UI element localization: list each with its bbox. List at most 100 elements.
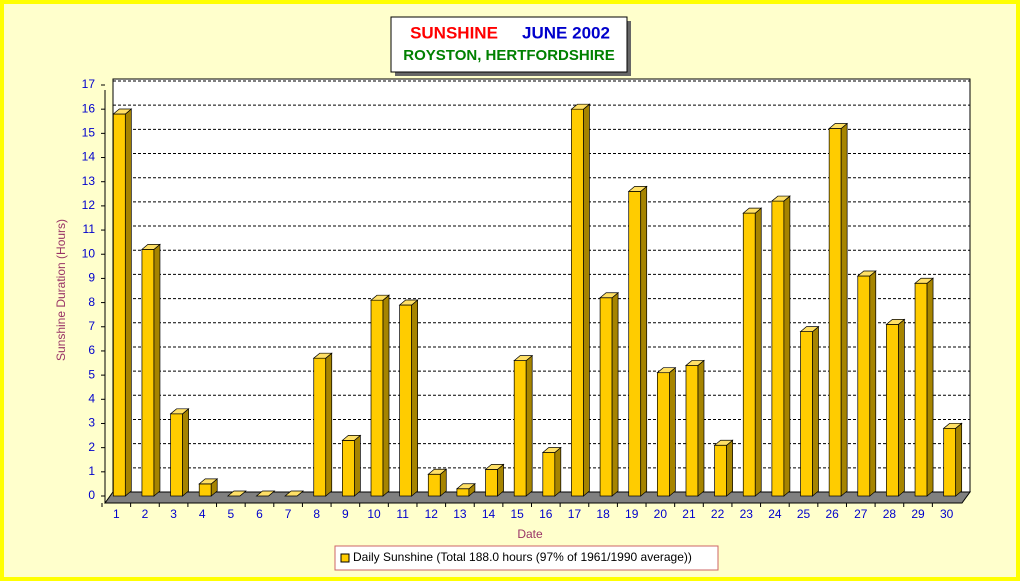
x-tick-label: 20 — [654, 507, 668, 521]
bar-top — [541, 447, 562, 453]
x-tick-label: 1 — [113, 507, 120, 521]
bar — [599, 297, 613, 497]
bar-top — [398, 299, 419, 306]
bar-side — [583, 103, 590, 497]
x-tick-label: 21 — [682, 507, 696, 521]
bar-side — [697, 359, 705, 497]
bar — [485, 469, 498, 497]
y-tick-label: 13 — [82, 174, 96, 188]
x-tick-label: 13 — [453, 507, 467, 521]
y-tick-label: 4 — [88, 391, 95, 405]
bar-top — [312, 352, 333, 359]
y-tick-label: 0 — [88, 488, 95, 502]
bar-side — [325, 352, 333, 497]
bar-side — [382, 294, 390, 497]
y-tick-label: 10 — [82, 246, 96, 260]
bar-top — [570, 103, 591, 110]
bar — [112, 113, 126, 497]
bar — [656, 372, 670, 497]
x-tick-label: 4 — [199, 507, 206, 521]
bar-side — [497, 463, 504, 497]
x-tick-label: 25 — [797, 507, 811, 521]
x-tick-label: 7 — [285, 507, 292, 521]
x-axis-label: Date — [517, 527, 543, 541]
bar-side — [754, 207, 762, 497]
bar-side — [411, 299, 418, 497]
legend-label: Daily Sunshine (Total 188.0 hours (97% o… — [353, 550, 692, 564]
x-tick-label: 22 — [711, 507, 725, 521]
bar-side — [640, 185, 648, 497]
y-tick-label: 5 — [88, 367, 95, 381]
x-tick-label: 16 — [539, 507, 553, 521]
bar — [857, 275, 871, 497]
bar-side — [525, 354, 533, 497]
bar-top — [828, 123, 849, 129]
bar-side — [898, 318, 905, 497]
x-tick-label: 23 — [740, 507, 754, 521]
x-tick-label: 18 — [596, 507, 610, 521]
bar — [513, 360, 527, 497]
x-tick-label: 28 — [883, 507, 897, 521]
legend — [334, 545, 719, 571]
x-tick-label: 14 — [482, 507, 496, 521]
x-tick-label: 10 — [367, 507, 381, 521]
y-tick-label: 14 — [82, 150, 96, 164]
bar-top — [770, 195, 791, 202]
y-tick-label: 7 — [88, 319, 95, 333]
legend-swatch — [340, 553, 350, 563]
bar — [914, 282, 928, 497]
bar-side — [840, 122, 848, 497]
bar — [714, 444, 727, 497]
y-tick-label: 12 — [82, 198, 96, 212]
x-tick-label: 17 — [568, 507, 582, 521]
bar-top — [914, 277, 935, 284]
bar-side — [153, 243, 161, 497]
bar — [456, 488, 470, 497]
chart-title: JUNE 2002 — [522, 23, 610, 42]
bar — [542, 452, 556, 497]
bar — [427, 473, 441, 497]
bar — [685, 365, 699, 497]
x-tick-label: 6 — [256, 507, 263, 521]
bar-top — [255, 490, 276, 497]
bar-side — [812, 325, 819, 497]
bar-top — [284, 490, 305, 497]
bar-top — [885, 318, 906, 325]
bar-top — [942, 422, 963, 429]
x-tick-label: 19 — [625, 507, 639, 521]
bar-top — [685, 360, 705, 366]
bar — [313, 357, 327, 497]
bar-top — [627, 186, 648, 192]
bar-side — [611, 292, 619, 497]
x-tick-label: 3 — [170, 507, 177, 521]
bar-side — [124, 108, 132, 497]
bar-side — [869, 270, 877, 497]
bar — [170, 413, 183, 497]
x-tick-label: 30 — [940, 507, 954, 521]
x-tick-label: 5 — [228, 507, 235, 521]
bar-top — [341, 435, 362, 441]
bar — [198, 483, 212, 497]
bar-top — [513, 355, 534, 361]
bar — [141, 249, 155, 497]
bar — [742, 212, 756, 497]
bar-top — [742, 207, 763, 214]
bar — [571, 108, 584, 497]
bar-side — [668, 366, 676, 497]
bar-side — [182, 408, 189, 497]
x-tick-label: 8 — [313, 507, 320, 521]
bar-top — [427, 468, 448, 475]
bar — [943, 427, 957, 497]
bar-top — [370, 294, 390, 301]
bar — [828, 128, 842, 497]
y-tick-label: 1 — [88, 464, 95, 478]
bar-side — [926, 277, 934, 497]
bar — [370, 299, 384, 497]
x-tick-label: 12 — [425, 507, 439, 521]
bar-top — [169, 408, 190, 415]
bar-side — [554, 446, 562, 497]
x-tick-label: 9 — [342, 507, 349, 521]
bar-top — [198, 478, 219, 485]
bar-top — [226, 490, 247, 497]
